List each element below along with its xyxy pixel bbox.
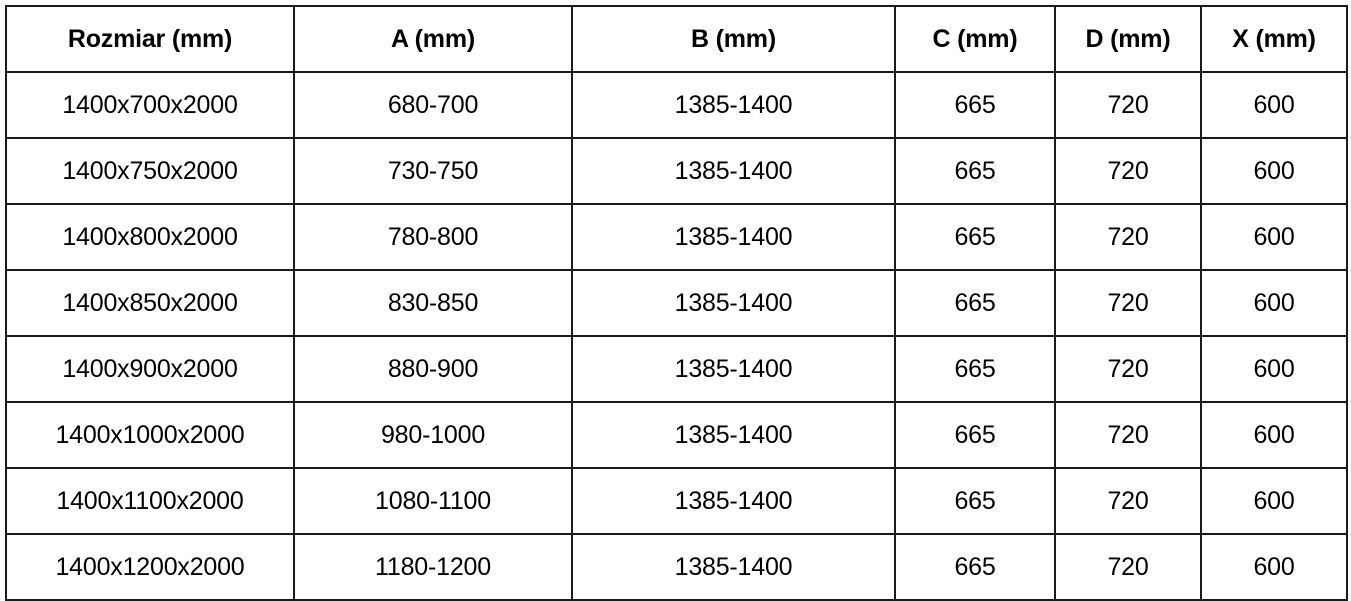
table-row: 1400x1000x2000 980-1000 1385-1400 665 72… <box>5 401 1348 469</box>
cell-size: 1400x700x2000 <box>5 71 295 139</box>
column-header-a: A (mm) <box>293 5 573 73</box>
cell-b: 1385-1400 <box>571 533 896 601</box>
table-row: 1400x800x2000 780-800 1385-1400 665 720 … <box>5 203 1348 271</box>
cell-size: 1400x800x2000 <box>5 203 295 271</box>
cell-c: 665 <box>894 335 1056 403</box>
cell-a: 1180-1200 <box>293 533 573 601</box>
cell-d: 720 <box>1054 269 1202 337</box>
cell-size: 1400x1000x2000 <box>5 401 295 469</box>
cell-d: 720 <box>1054 533 1202 601</box>
cell-c: 665 <box>894 137 1056 205</box>
cell-size: 1400x1200x2000 <box>5 533 295 601</box>
column-header-b: B (mm) <box>571 5 896 73</box>
table-header: Rozmiar (mm) A (mm) B (mm) C (mm) D (mm)… <box>5 5 1348 73</box>
cell-size: 1400x1100x2000 <box>5 467 295 535</box>
cell-b: 1385-1400 <box>571 335 896 403</box>
table-row: 1400x850x2000 830-850 1385-1400 665 720 … <box>5 269 1348 337</box>
cell-a: 880-900 <box>293 335 573 403</box>
cell-b: 1385-1400 <box>571 401 896 469</box>
cell-b: 1385-1400 <box>571 269 896 337</box>
cell-d: 720 <box>1054 335 1202 403</box>
cell-c: 665 <box>894 203 1056 271</box>
cell-c: 665 <box>894 269 1056 337</box>
cell-x: 600 <box>1200 71 1348 139</box>
cell-d: 720 <box>1054 401 1202 469</box>
cell-a: 680-700 <box>293 71 573 139</box>
column-header-c: C (mm) <box>894 5 1056 73</box>
cell-x: 600 <box>1200 269 1348 337</box>
table-row: 1400x1200x2000 1180-1200 1385-1400 665 7… <box>5 533 1348 601</box>
cell-d: 720 <box>1054 467 1202 535</box>
cell-d: 720 <box>1054 203 1202 271</box>
cell-c: 665 <box>894 71 1056 139</box>
table-row: 1400x750x2000 730-750 1385-1400 665 720 … <box>5 137 1348 205</box>
cell-b: 1385-1400 <box>571 203 896 271</box>
cell-size: 1400x850x2000 <box>5 269 295 337</box>
cell-x: 600 <box>1200 467 1348 535</box>
cell-d: 720 <box>1054 71 1202 139</box>
table-row: 1400x700x2000 680-700 1385-1400 665 720 … <box>5 71 1348 139</box>
cell-b: 1385-1400 <box>571 137 896 205</box>
cell-d: 720 <box>1054 137 1202 205</box>
cell-size: 1400x750x2000 <box>5 137 295 205</box>
cell-x: 600 <box>1200 203 1348 271</box>
cell-a: 1080-1100 <box>293 467 573 535</box>
column-header-d: D (mm) <box>1054 5 1202 73</box>
cell-x: 600 <box>1200 137 1348 205</box>
cell-c: 665 <box>894 401 1056 469</box>
table-header-row: Rozmiar (mm) A (mm) B (mm) C (mm) D (mm)… <box>5 5 1348 73</box>
cell-size: 1400x900x2000 <box>5 335 295 403</box>
cell-b: 1385-1400 <box>571 71 896 139</box>
table-body: 1400x700x2000 680-700 1385-1400 665 720 … <box>5 71 1348 601</box>
table-row: 1400x1100x2000 1080-1100 1385-1400 665 7… <box>5 467 1348 535</box>
cell-x: 600 <box>1200 401 1348 469</box>
cell-c: 665 <box>894 533 1056 601</box>
column-header-size: Rozmiar (mm) <box>5 5 295 73</box>
table-row: 1400x900x2000 880-900 1385-1400 665 720 … <box>5 335 1348 403</box>
cell-b: 1385-1400 <box>571 467 896 535</box>
cell-a: 830-850 <box>293 269 573 337</box>
cell-c: 665 <box>894 467 1056 535</box>
column-header-x: X (mm) <box>1200 5 1348 73</box>
cell-x: 600 <box>1200 335 1348 403</box>
specification-table: Rozmiar (mm) A (mm) B (mm) C (mm) D (mm)… <box>5 5 1348 601</box>
cell-x: 600 <box>1200 533 1348 601</box>
cell-a: 780-800 <box>293 203 573 271</box>
cell-a: 730-750 <box>293 137 573 205</box>
specification-table-container: Rozmiar (mm) A (mm) B (mm) C (mm) D (mm)… <box>5 5 1348 601</box>
cell-a: 980-1000 <box>293 401 573 469</box>
